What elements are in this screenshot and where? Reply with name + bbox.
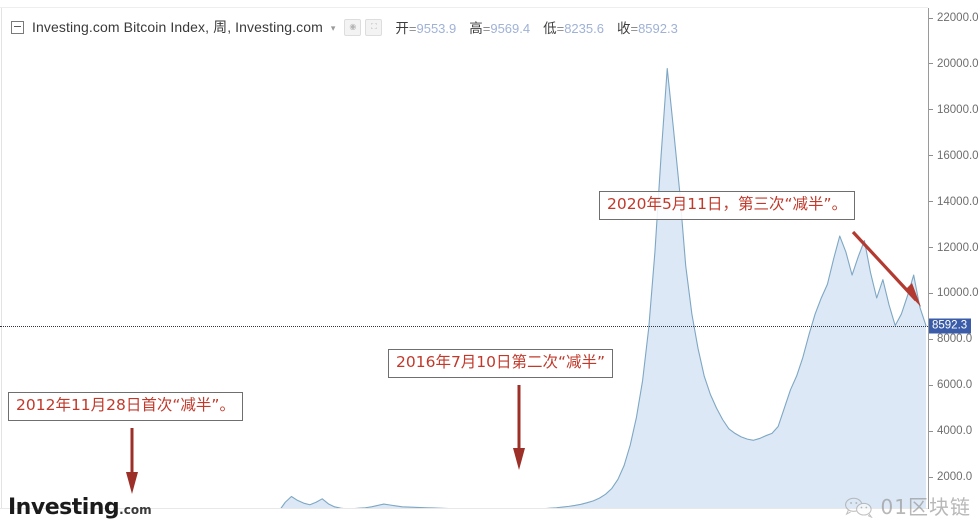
y-axis-tick-label: 2000.0 [937, 471, 973, 483]
ohlc-readout: 开=9553.9 高=9569.4 低=8235.6 收=8592.3 [395, 17, 690, 37]
minus-square-icon[interactable] [11, 20, 24, 34]
wechat-icon [844, 497, 873, 518]
y-axis-tick-dash [929, 201, 933, 203]
ohlc-low: 低=8235.6 [543, 17, 604, 37]
y-axis-tick-dash [929, 292, 933, 294]
y-axis-tick-label: 12000.0 [937, 241, 979, 254]
y-axis-tick-dash [929, 63, 933, 65]
chart-bottom-rule [0, 508, 928, 509]
price-area-chart [7, 67, 927, 523]
y-axis-tick-dash [929, 476, 933, 478]
chart-left-edge [1, 8, 2, 523]
y-axis-tick-label: 16000.0 [937, 149, 979, 162]
y-axis-tick: 14000.0 [929, 195, 979, 209]
annotation-halving-1: 2012年11月28日首次“减半”。 [8, 392, 243, 421]
y-axis-tick-dash [929, 109, 933, 111]
investing-brand: Investing [8, 495, 120, 520]
y-axis-tick: 22000.0 [929, 11, 979, 25]
y-axis-tick-label: 20000.0 [937, 57, 979, 70]
last-price-dotted-line [0, 325, 928, 327]
y-axis-tick: 10000.0 [929, 286, 979, 300]
settings-icon[interactable]: ◉ [344, 18, 362, 36]
investing-brand-suffix: .com [119, 503, 152, 517]
y-axis-tick: 4000.0 [929, 424, 972, 438]
ohlc-close: 收=8592.3 [617, 17, 678, 37]
ohlc-low-eq: = [556, 21, 565, 36]
chart-top-rule [0, 7, 928, 8]
last-price-tag: 8592.3 [929, 318, 972, 334]
annotation-halving-3: 2020年5月11日，第三次“减半”。 [599, 191, 856, 220]
y-axis-tick: 12000.0 [929, 241, 979, 255]
investing-watermark: Investing.com [8, 497, 152, 519]
y-axis-tick-label: 4000.0 [937, 425, 973, 438]
y-axis-tick-dash [929, 155, 933, 157]
y-axis-tick: 16000.0 [929, 149, 979, 163]
y-axis-tick-label: 10000.0 [937, 287, 979, 300]
y-axis-tick-label: 18000.0 [937, 103, 979, 116]
y-axis-tick-dash [929, 384, 933, 386]
y-axis-tick: 20000.0 [929, 57, 979, 71]
y-axis-tick: 8000.0 [929, 332, 972, 346]
y-axis-tick-label: 6000.0 [937, 379, 973, 392]
y-axis-tick-label: 22000.0 [937, 12, 979, 24]
annotation-halving-2: 2016年7月10日第二次“减半” [388, 349, 614, 378]
fullscreen-icon[interactable]: ⛶ [365, 18, 383, 36]
ohlc-high-value: 9569.4 [490, 21, 531, 36]
settings-glyph: ◉ [349, 22, 357, 31]
chart-header: Investing.com Bitcoin Index, 周, Investin… [0, 14, 691, 40]
y-axis-tick: 6000.0 [929, 378, 972, 392]
ohlc-open-eq: = [408, 21, 417, 36]
ohlc-high-eq: = [482, 21, 491, 36]
ohlc-high: 高=9569.4 [469, 17, 530, 37]
fullscreen-glyph: ⛶ [371, 22, 377, 31]
chevron-down-icon[interactable]: ▾ [330, 22, 336, 33]
y-axis-tick: 18000.0 [929, 103, 979, 117]
ohlc-close-label: 收 [616, 21, 631, 36]
y-axis-tick-label: 14000.0 [937, 195, 979, 208]
ohlc-high-label: 高 [469, 21, 483, 36]
y-axis-tick-dash [929, 430, 933, 432]
ohlc-open-label: 开 [395, 21, 409, 36]
y-axis-tick-dash [929, 338, 933, 340]
ohlc-open: 开=9553.9 [395, 17, 456, 37]
y-axis-tick-dash [929, 17, 933, 19]
ohlc-open-value: 9553.9 [416, 21, 457, 36]
ohlc-close-value: 8592.3 [638, 21, 678, 36]
ohlc-close-eq: = [630, 21, 639, 36]
chart-bottom-strip [0, 509, 979, 523]
ohlc-low-value: 8235.6 [564, 21, 604, 36]
publisher-watermark: 01区块链 [844, 496, 971, 518]
y-axis-tick: 2000.0 [929, 470, 972, 484]
y-axis-line [928, 8, 929, 523]
y-axis-tick-dash [929, 247, 933, 248]
ohlc-low-label: 低 [543, 21, 557, 36]
publisher-name: 01区块链 [880, 495, 971, 519]
symbol-title: Investing.com Bitcoin Index, 周, Investin… [32, 19, 323, 35]
y-axis-tick-label: 8000.0 [937, 333, 973, 346]
